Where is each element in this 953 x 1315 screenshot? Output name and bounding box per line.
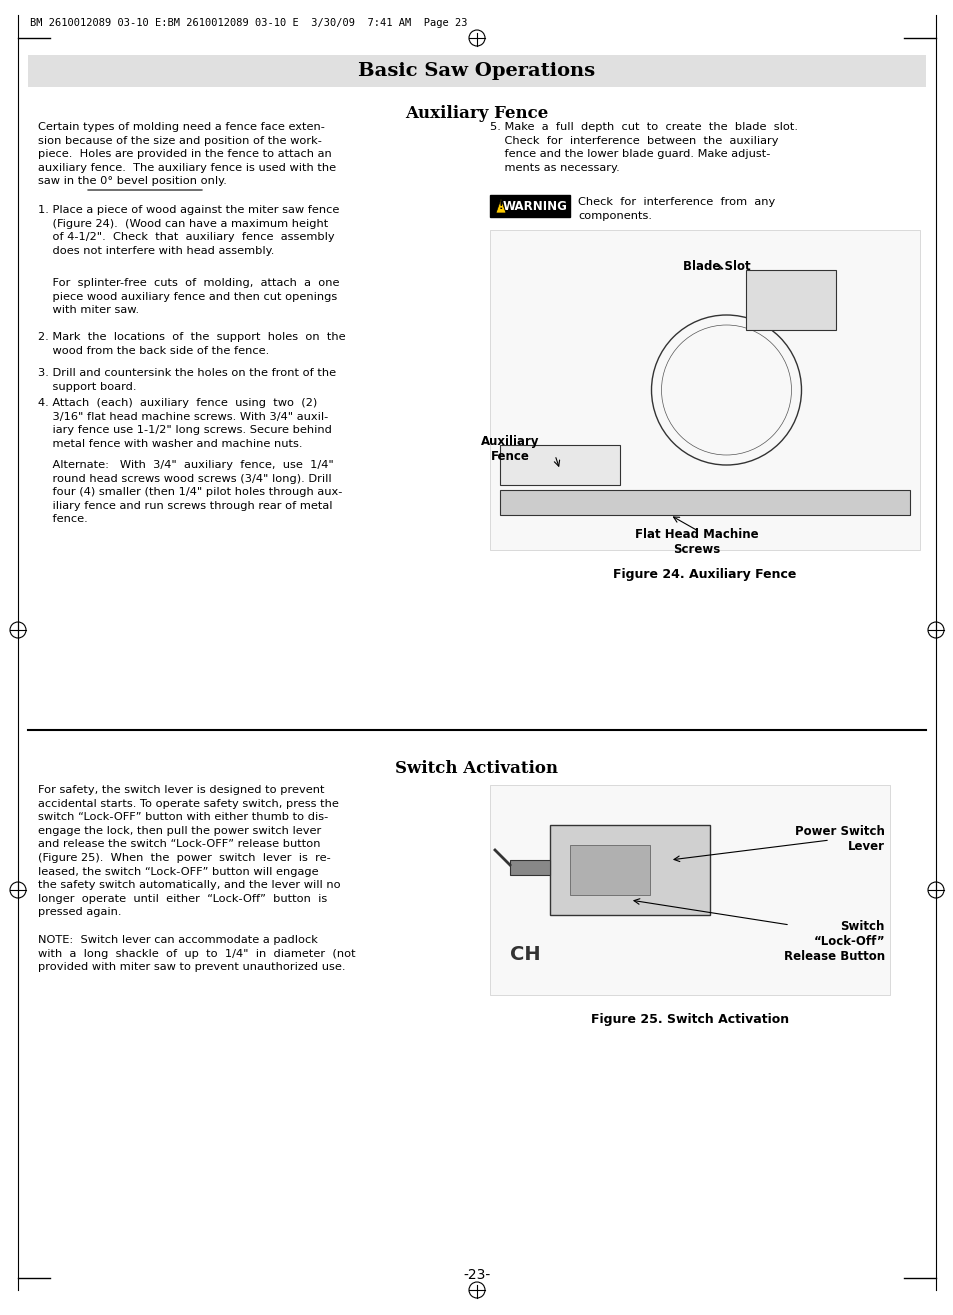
Bar — [499, 444, 619, 485]
Text: Auxiliary
Fence: Auxiliary Fence — [480, 435, 538, 463]
Text: 4. Attach  (each)  auxiliary  fence  using  two  (2)
    3/16" flat head machine: 4. Attach (each) auxiliary fence using t… — [38, 398, 332, 448]
Bar — [569, 846, 649, 896]
Text: For safety, the switch lever is designed to prevent
accidental starts. To operat: For safety, the switch lever is designed… — [38, 785, 340, 918]
Text: Switch
“Lock-Off”
Release Button: Switch “Lock-Off” Release Button — [783, 920, 884, 963]
Text: Figure 24. Auxiliary Fence: Figure 24. Auxiliary Fence — [613, 568, 796, 581]
Bar — [490, 230, 919, 550]
Text: Auxiliary Fence: Auxiliary Fence — [405, 105, 548, 122]
Text: WARNING: WARNING — [502, 200, 567, 213]
Bar — [490, 785, 889, 995]
Bar — [510, 860, 550, 874]
Bar — [490, 195, 569, 217]
Polygon shape — [496, 199, 505, 213]
Text: Power Switch
Lever: Power Switch Lever — [794, 825, 884, 853]
Text: 1. Place a piece of wood against the miter saw fence
    (Figure 24).  (Wood can: 1. Place a piece of wood against the mit… — [38, 205, 339, 256]
Text: 3. Drill and countersink the holes on the front of the
    support board.: 3. Drill and countersink the holes on th… — [38, 368, 335, 392]
Text: CH: CH — [510, 945, 540, 964]
Text: Blade Slot: Blade Slot — [682, 260, 749, 274]
Text: Switch Activation: Switch Activation — [395, 760, 558, 777]
Text: Certain types of molding need a fence face exten-
sion because of the size and p: Certain types of molding need a fence fa… — [38, 122, 335, 187]
Text: Alternate:   With  3/4"  auxiliary  fence,  use  1/4"
    round head screws wood: Alternate: With 3/4" auxiliary fence, us… — [38, 460, 342, 525]
Text: !: ! — [498, 201, 503, 210]
Text: -23-: -23- — [463, 1268, 490, 1282]
Bar — [550, 825, 709, 915]
Text: Flat Head Machine
Screws: Flat Head Machine Screws — [634, 529, 758, 556]
Bar — [745, 270, 836, 330]
Text: Check  for  interference  from  any
components.: Check for interference from any componen… — [578, 197, 775, 221]
Text: BM 2610012089 03-10 E:BM 2610012089 03-10 E  3/30/09  7:41 AM  Page 23: BM 2610012089 03-10 E:BM 2610012089 03-1… — [30, 18, 467, 28]
Bar — [28, 55, 925, 87]
Text: Figure 25. Switch Activation: Figure 25. Switch Activation — [590, 1013, 788, 1026]
Bar — [499, 490, 909, 515]
Text: 2. Mark  the  locations  of  the  support  holes  on  the
    wood from the back: 2. Mark the locations of the support hol… — [38, 331, 345, 355]
Text: NOTE:  Switch lever can accommodate a padlock
with  a  long  shackle  of  up  to: NOTE: Switch lever can accommodate a pad… — [38, 935, 355, 972]
Text: For  splinter-free  cuts  of  molding,  attach  a  one
    piece wood auxiliary : For splinter-free cuts of molding, attac… — [38, 277, 339, 316]
Text: 5. Make  a  full  depth  cut  to  create  the  blade  slot.
    Check  for  inte: 5. Make a full depth cut to create the b… — [490, 122, 797, 172]
Text: Basic Saw Operations: Basic Saw Operations — [358, 62, 595, 80]
